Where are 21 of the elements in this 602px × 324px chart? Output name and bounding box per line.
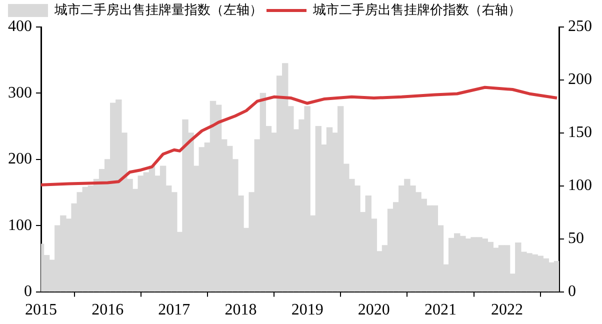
x-tick-label: 2021 [424, 302, 456, 319]
x-tick-label: 2017 [158, 302, 190, 319]
y2-tick-label: 100 [568, 177, 592, 194]
legend-label: 城市二手房出售挂牌量指数（左轴） [54, 2, 262, 18]
x-tick-label: 2019 [291, 302, 324, 319]
legend-label: 城市二手房出售挂牌价指数（右轴） [312, 2, 521, 18]
x-tick-label: 2020 [358, 302, 390, 319]
y2-tick-label: 0 [568, 283, 576, 300]
x-tick-label: 2018 [224, 302, 257, 319]
x-tick-label: 2016 [92, 302, 124, 319]
y-tick-label: 0 [24, 283, 32, 300]
y-tick-label: 400 [8, 18, 32, 36]
y2-tick-label: 250 [568, 18, 592, 36]
y2-tick-label: 200 [568, 71, 592, 88]
y2-tick-label: 50 [568, 230, 584, 248]
y2-tick-label: 150 [568, 124, 592, 142]
y-tick-label: 200 [8, 150, 32, 168]
y-tick-label: 100 [8, 216, 32, 234]
x-tick-label: 2022 [491, 302, 524, 319]
y-tick-label: 300 [8, 84, 32, 102]
x-tick-label: 2015 [25, 302, 57, 319]
